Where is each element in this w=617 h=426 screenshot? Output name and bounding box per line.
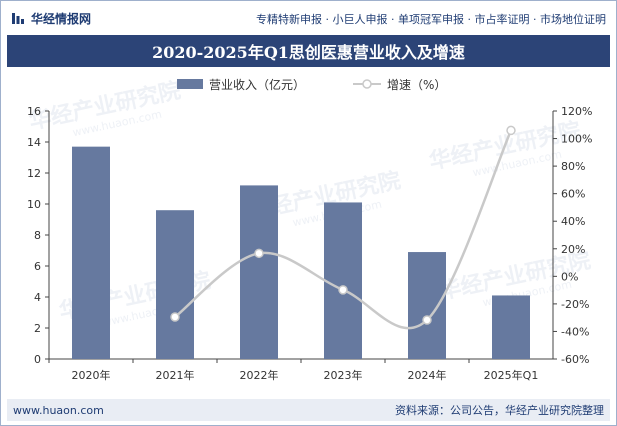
bar-series (72, 146, 530, 359)
revenue-bar (156, 210, 194, 359)
header-bar: 华经情报网 专精特新申报 · 小巨人申报 · 单项冠军申报 · 市占率证明 · … (1, 1, 616, 35)
left-tick-label: 2 (34, 322, 41, 335)
chart-svg: 华经产业研究院www.huaon.com华经产业研究院www.huaon.com… (27, 77, 593, 382)
growth-line-series (170, 125, 516, 330)
legend-swatch-revenue (177, 79, 203, 89)
chart-title: 2020-2025年Q1思创医惠营业收入及增速 (152, 43, 465, 62)
left-tick-label: 0 (34, 353, 41, 366)
growth-point (170, 312, 180, 322)
title-bar: 2020-2025年Q1思创医惠营业收入及增速 (7, 35, 610, 67)
right-tick-label: 80% (561, 160, 585, 173)
footer-site[interactable]: www.huaon.com (13, 403, 104, 417)
revenue-bar (492, 295, 530, 359)
right-tick-label: 60% (561, 188, 585, 201)
footer-bar: www.huaon.com 资料来源：公司公告，华经产业研究院整理 (7, 399, 610, 421)
left-tick-label: 6 (34, 260, 41, 273)
legend-label-growth: 增速（%） (387, 78, 446, 92)
bar-chart-logo-icon (12, 13, 24, 24)
left-tick-label: 4 (34, 291, 41, 304)
x-tick-label: 2025年Q1 (484, 368, 539, 382)
revenue-bar (240, 185, 278, 359)
right-tick-label: 40% (561, 215, 585, 228)
left-tick-label: 16 (27, 105, 41, 118)
revenue-bar (324, 202, 362, 359)
revenue-bar (408, 252, 446, 359)
right-tick-label: -60% (561, 353, 589, 366)
right-tick-label: 20% (561, 243, 585, 256)
left-tick-label: 14 (27, 136, 41, 149)
left-tick-label: 10 (27, 198, 41, 211)
brand-name: 华经情报网 (31, 11, 92, 26)
axes: 0 2 4 6 8 10 12 14 16 -60% -40% -20% 0% 20% 40% 60% 80% 1… (27, 105, 592, 382)
revenue-bar (72, 146, 110, 359)
right-tick-label: -20% (561, 298, 589, 311)
legend-marker-growth (362, 79, 372, 89)
footer-source: 资料来源：公司公告，华经产业研究院整理 (395, 404, 604, 417)
growth-point (338, 285, 348, 295)
watermarks: 华经产业研究院www.huaon.com华经产业研究院www.huaon.com… (27, 77, 593, 329)
header-tagline: 专精特新申报 · 小巨人申报 · 单项冠军申报 · 市占率证明 · 市场地位证明 (256, 13, 606, 26)
legend-label-revenue: 营业收入（亿元） (209, 77, 305, 92)
right-tick-label: -40% (561, 325, 589, 338)
left-tick-label: 8 (34, 229, 41, 242)
legend: 营业收入（亿元） 增速（%） (177, 77, 446, 92)
x-tick-label: 2022年 (240, 368, 279, 382)
x-tick-label: 2023年 (324, 368, 363, 382)
growth-line (174, 129, 513, 330)
brand-logo[interactable]: 华经情报网 (11, 10, 91, 27)
x-tick-label: 2024年 (408, 368, 447, 382)
left-tick-label: 12 (27, 167, 41, 180)
right-tick-label: 0% (561, 270, 578, 283)
growth-point (254, 248, 264, 259)
growth-point (506, 125, 516, 136)
growth-point (422, 315, 432, 325)
x-tick-label: 2021年 (156, 368, 195, 382)
x-tick-label: 2020年 (72, 368, 111, 382)
right-tick-label: 100% (561, 133, 592, 146)
right-tick-label: 120% (561, 105, 592, 118)
